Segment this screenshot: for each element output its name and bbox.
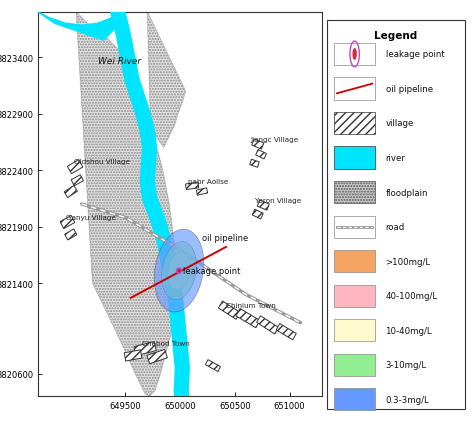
Bar <box>196 188 208 196</box>
Ellipse shape <box>162 242 196 300</box>
Text: Legend: Legend <box>374 31 418 41</box>
Bar <box>205 360 220 371</box>
Ellipse shape <box>173 260 185 282</box>
Bar <box>256 316 279 334</box>
Ellipse shape <box>155 230 204 312</box>
Bar <box>334 285 375 307</box>
Bar <box>334 388 375 410</box>
Bar <box>67 160 83 174</box>
Bar <box>219 301 240 320</box>
Bar <box>64 186 77 198</box>
Bar <box>334 320 375 341</box>
Bar <box>334 250 375 273</box>
Text: oil pipeline: oil pipeline <box>202 233 248 242</box>
Text: 3-10mg/L: 3-10mg/L <box>385 360 427 369</box>
Text: leakage point: leakage point <box>385 50 444 59</box>
Bar <box>334 181 375 204</box>
Ellipse shape <box>168 252 190 290</box>
Text: Wei River: Wei River <box>98 57 141 66</box>
Text: road: road <box>385 222 405 231</box>
Text: Chebod Town: Chebod Town <box>142 340 190 346</box>
Text: Jiangc Village: Jiangc Village <box>250 136 298 142</box>
Polygon shape <box>147 13 186 148</box>
Bar <box>64 230 77 240</box>
Bar <box>334 147 375 169</box>
Bar <box>134 342 156 356</box>
Bar <box>334 78 375 100</box>
Bar <box>334 113 375 135</box>
Text: village: village <box>385 119 414 128</box>
Circle shape <box>353 49 357 61</box>
Text: pabr Aollse: pabr Aollse <box>188 178 228 184</box>
Bar <box>71 175 83 186</box>
Text: floodplain: floodplain <box>385 188 428 197</box>
Polygon shape <box>76 13 180 396</box>
Text: Yeron Village: Yeron Village <box>255 198 301 204</box>
Circle shape <box>178 270 180 272</box>
Bar <box>334 216 375 238</box>
Text: Ganyu Village: Ganyu Village <box>66 214 116 220</box>
Polygon shape <box>38 13 118 41</box>
Text: 0.3-3mg/L: 0.3-3mg/L <box>385 395 429 404</box>
Bar <box>60 216 75 229</box>
Bar <box>334 44 375 66</box>
Bar <box>252 140 264 150</box>
Text: oil pipeline: oil pipeline <box>385 85 433 94</box>
Text: Oldshou Village: Oldshou Village <box>74 159 130 165</box>
Text: leakage point: leakage point <box>183 266 241 275</box>
Text: >100mg/L: >100mg/L <box>385 257 431 266</box>
Bar <box>185 183 199 190</box>
Bar <box>255 150 266 160</box>
Bar <box>334 354 375 376</box>
Ellipse shape <box>176 267 182 275</box>
Bar <box>124 350 142 361</box>
Bar <box>147 350 167 364</box>
Text: Chinium Town: Chinium Town <box>226 302 276 308</box>
Text: river: river <box>385 154 405 163</box>
Bar <box>236 309 260 328</box>
Bar <box>257 201 269 210</box>
Bar <box>250 160 259 168</box>
Text: 10-40mg/L: 10-40mg/L <box>385 326 432 335</box>
Text: 40-100mg/L: 40-100mg/L <box>385 291 438 300</box>
Bar <box>276 324 296 340</box>
Bar <box>252 210 263 219</box>
